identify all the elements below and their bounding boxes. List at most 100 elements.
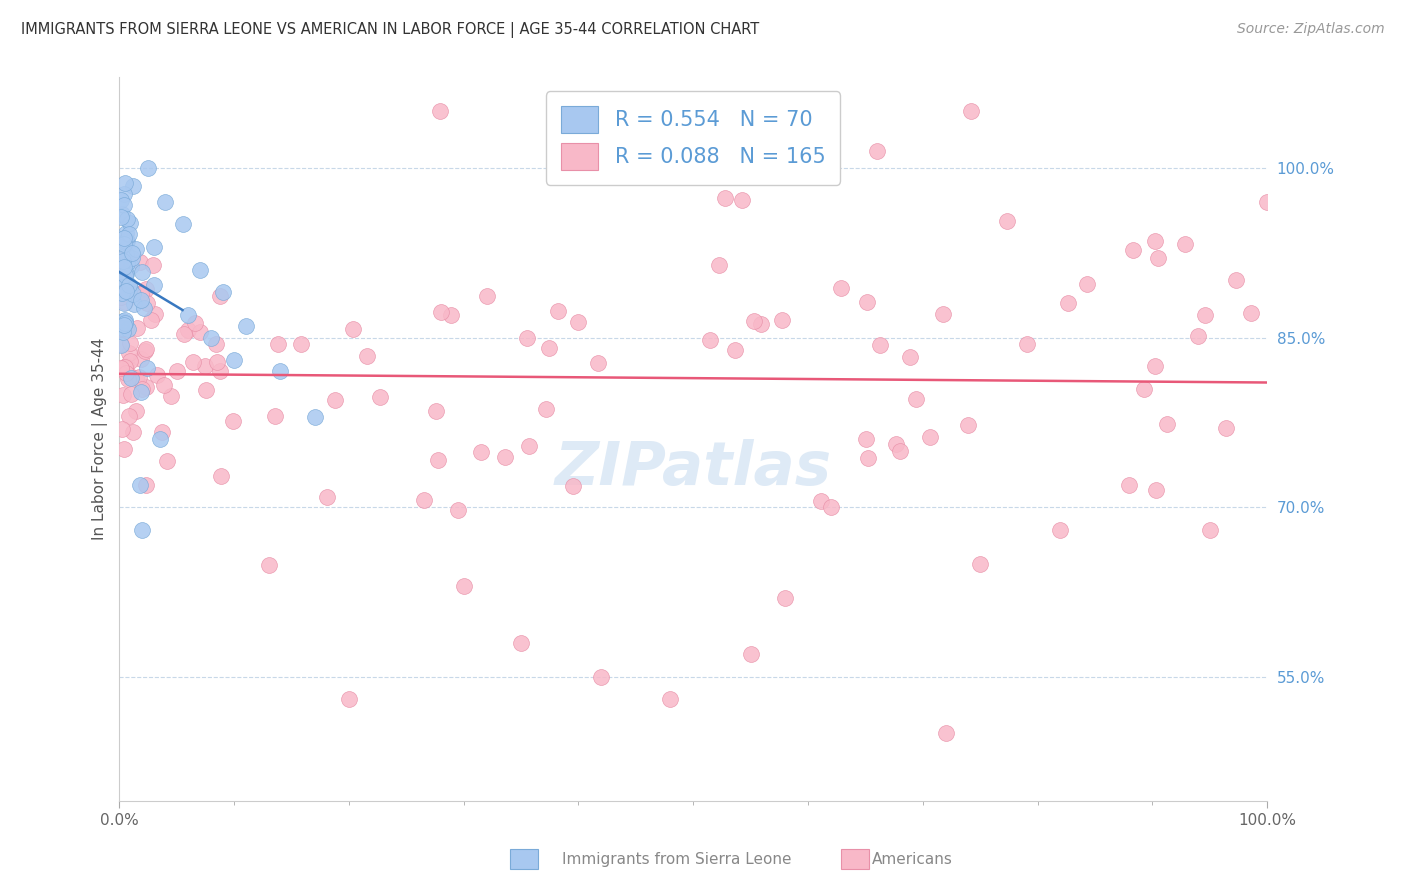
Point bbox=[181, 355, 204, 369]
Point bbox=[935, 726, 957, 740]
Point bbox=[118, 368, 141, 383]
Text: Immigrants from Sierra Leone: Immigrants from Sierra Leone bbox=[562, 852, 792, 867]
Point bbox=[121, 285, 143, 299]
Point bbox=[129, 477, 152, 491]
Point bbox=[112, 265, 135, 279]
Point bbox=[477, 289, 499, 303]
Point bbox=[143, 278, 166, 293]
Point bbox=[1156, 417, 1178, 431]
Point bbox=[412, 493, 434, 508]
Point bbox=[110, 337, 132, 351]
Point bbox=[515, 331, 537, 345]
Point bbox=[1143, 359, 1166, 373]
Point bbox=[224, 353, 246, 368]
Point bbox=[1187, 329, 1209, 343]
Point bbox=[707, 258, 730, 272]
Point bbox=[110, 338, 132, 352]
Point bbox=[114, 235, 136, 250]
Point bbox=[118, 215, 141, 229]
Point bbox=[194, 383, 217, 397]
Point bbox=[112, 296, 135, 310]
Point bbox=[139, 313, 162, 327]
Point bbox=[111, 285, 134, 300]
Point bbox=[112, 318, 135, 332]
Point bbox=[1122, 243, 1144, 257]
Point bbox=[129, 293, 152, 307]
Point bbox=[114, 360, 136, 375]
Point bbox=[118, 409, 141, 424]
Point bbox=[995, 214, 1018, 228]
Point bbox=[714, 191, 737, 205]
Point bbox=[110, 194, 132, 208]
Point bbox=[184, 317, 207, 331]
Point bbox=[129, 255, 152, 269]
Point bbox=[1143, 235, 1166, 249]
Point bbox=[290, 337, 312, 351]
Point bbox=[134, 343, 156, 358]
Point bbox=[1146, 483, 1168, 497]
Point bbox=[567, 315, 589, 329]
Point bbox=[957, 418, 980, 433]
Point bbox=[159, 389, 181, 403]
Point bbox=[111, 207, 134, 221]
Point bbox=[150, 425, 173, 439]
Point bbox=[114, 312, 136, 326]
Point bbox=[1225, 273, 1247, 287]
Point bbox=[115, 284, 138, 298]
Point bbox=[1118, 477, 1140, 491]
Point bbox=[114, 268, 136, 282]
Point bbox=[166, 363, 188, 377]
Point bbox=[866, 145, 889, 159]
Point bbox=[117, 372, 139, 386]
Point bbox=[536, 401, 558, 416]
Point bbox=[856, 295, 879, 310]
Point bbox=[112, 326, 135, 340]
Point bbox=[112, 187, 135, 202]
Point bbox=[131, 384, 153, 399]
Point bbox=[110, 253, 132, 268]
Point bbox=[724, 343, 747, 357]
Point bbox=[112, 442, 135, 456]
Point bbox=[110, 361, 132, 376]
Point bbox=[1056, 295, 1078, 310]
Point bbox=[1015, 337, 1038, 351]
Point bbox=[115, 246, 138, 260]
Point bbox=[114, 316, 136, 330]
Point bbox=[111, 321, 134, 335]
Point bbox=[122, 179, 145, 194]
Point bbox=[111, 422, 134, 436]
Point bbox=[155, 194, 177, 209]
Point bbox=[118, 354, 141, 368]
Point bbox=[773, 591, 796, 605]
Point bbox=[830, 281, 852, 295]
Text: Source: ZipAtlas.com: Source: ZipAtlas.com bbox=[1237, 22, 1385, 37]
Point bbox=[855, 432, 877, 446]
Point bbox=[114, 295, 136, 310]
Point bbox=[659, 692, 682, 706]
Point bbox=[114, 267, 136, 281]
Point bbox=[114, 231, 136, 245]
Point bbox=[211, 285, 233, 300]
Point bbox=[269, 364, 291, 378]
Point bbox=[562, 479, 585, 493]
Point bbox=[177, 323, 200, 337]
Point bbox=[117, 322, 139, 336]
Point bbox=[112, 260, 135, 274]
Point bbox=[118, 280, 141, 294]
Text: Americans: Americans bbox=[872, 852, 953, 867]
Point bbox=[110, 274, 132, 288]
Text: IMMIGRANTS FROM SIERRA LEONE VS AMERICAN IN LABOR FORCE | AGE 35-44 CORRELATION : IMMIGRANTS FROM SIERRA LEONE VS AMERICAN… bbox=[21, 22, 759, 38]
Point bbox=[427, 453, 450, 467]
Point bbox=[125, 321, 148, 335]
Point bbox=[188, 325, 211, 339]
Point bbox=[141, 258, 163, 272]
Point bbox=[315, 490, 337, 504]
Point bbox=[135, 296, 157, 310]
Point bbox=[129, 352, 152, 367]
Point bbox=[112, 322, 135, 336]
Point bbox=[222, 414, 245, 428]
Point bbox=[115, 359, 138, 374]
Point bbox=[112, 387, 135, 401]
Point bbox=[132, 301, 155, 316]
Point bbox=[749, 317, 772, 331]
